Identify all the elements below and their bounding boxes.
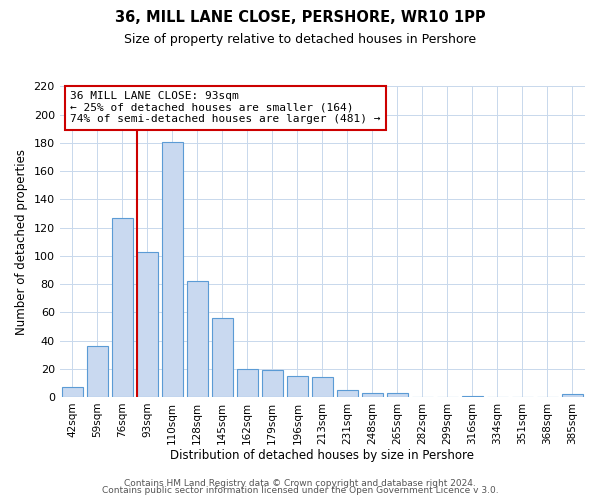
Bar (187, 281, 208, 397)
Bar (312, 377, 333, 397)
Bar (562, 394, 583, 397)
Text: 36, MILL LANE CLOSE, PERSHORE, WR10 1PP: 36, MILL LANE CLOSE, PERSHORE, WR10 1PP (115, 10, 485, 25)
Bar (236, 368, 258, 397)
Bar (161, 142, 183, 397)
Y-axis label: Number of detached properties: Number of detached properties (15, 148, 28, 334)
Bar (337, 390, 358, 397)
Bar (62, 387, 83, 397)
Bar (387, 392, 408, 397)
Text: Contains public sector information licensed under the Open Government Licence v : Contains public sector information licen… (101, 486, 499, 495)
Text: Size of property relative to detached houses in Pershore: Size of property relative to detached ho… (124, 32, 476, 46)
Bar (212, 318, 233, 397)
Bar (462, 396, 483, 397)
Bar (86, 346, 108, 397)
Text: 36 MILL LANE CLOSE: 93sqm
← 25% of detached houses are smaller (164)
74% of semi: 36 MILL LANE CLOSE: 93sqm ← 25% of detac… (70, 91, 380, 124)
Bar (362, 392, 383, 397)
Bar (287, 376, 308, 397)
Bar (262, 370, 283, 397)
Bar (137, 252, 158, 397)
Text: Contains HM Land Registry data © Crown copyright and database right 2024.: Contains HM Land Registry data © Crown c… (124, 478, 476, 488)
X-axis label: Distribution of detached houses by size in Pershore: Distribution of detached houses by size … (170, 450, 475, 462)
Bar (112, 218, 133, 397)
